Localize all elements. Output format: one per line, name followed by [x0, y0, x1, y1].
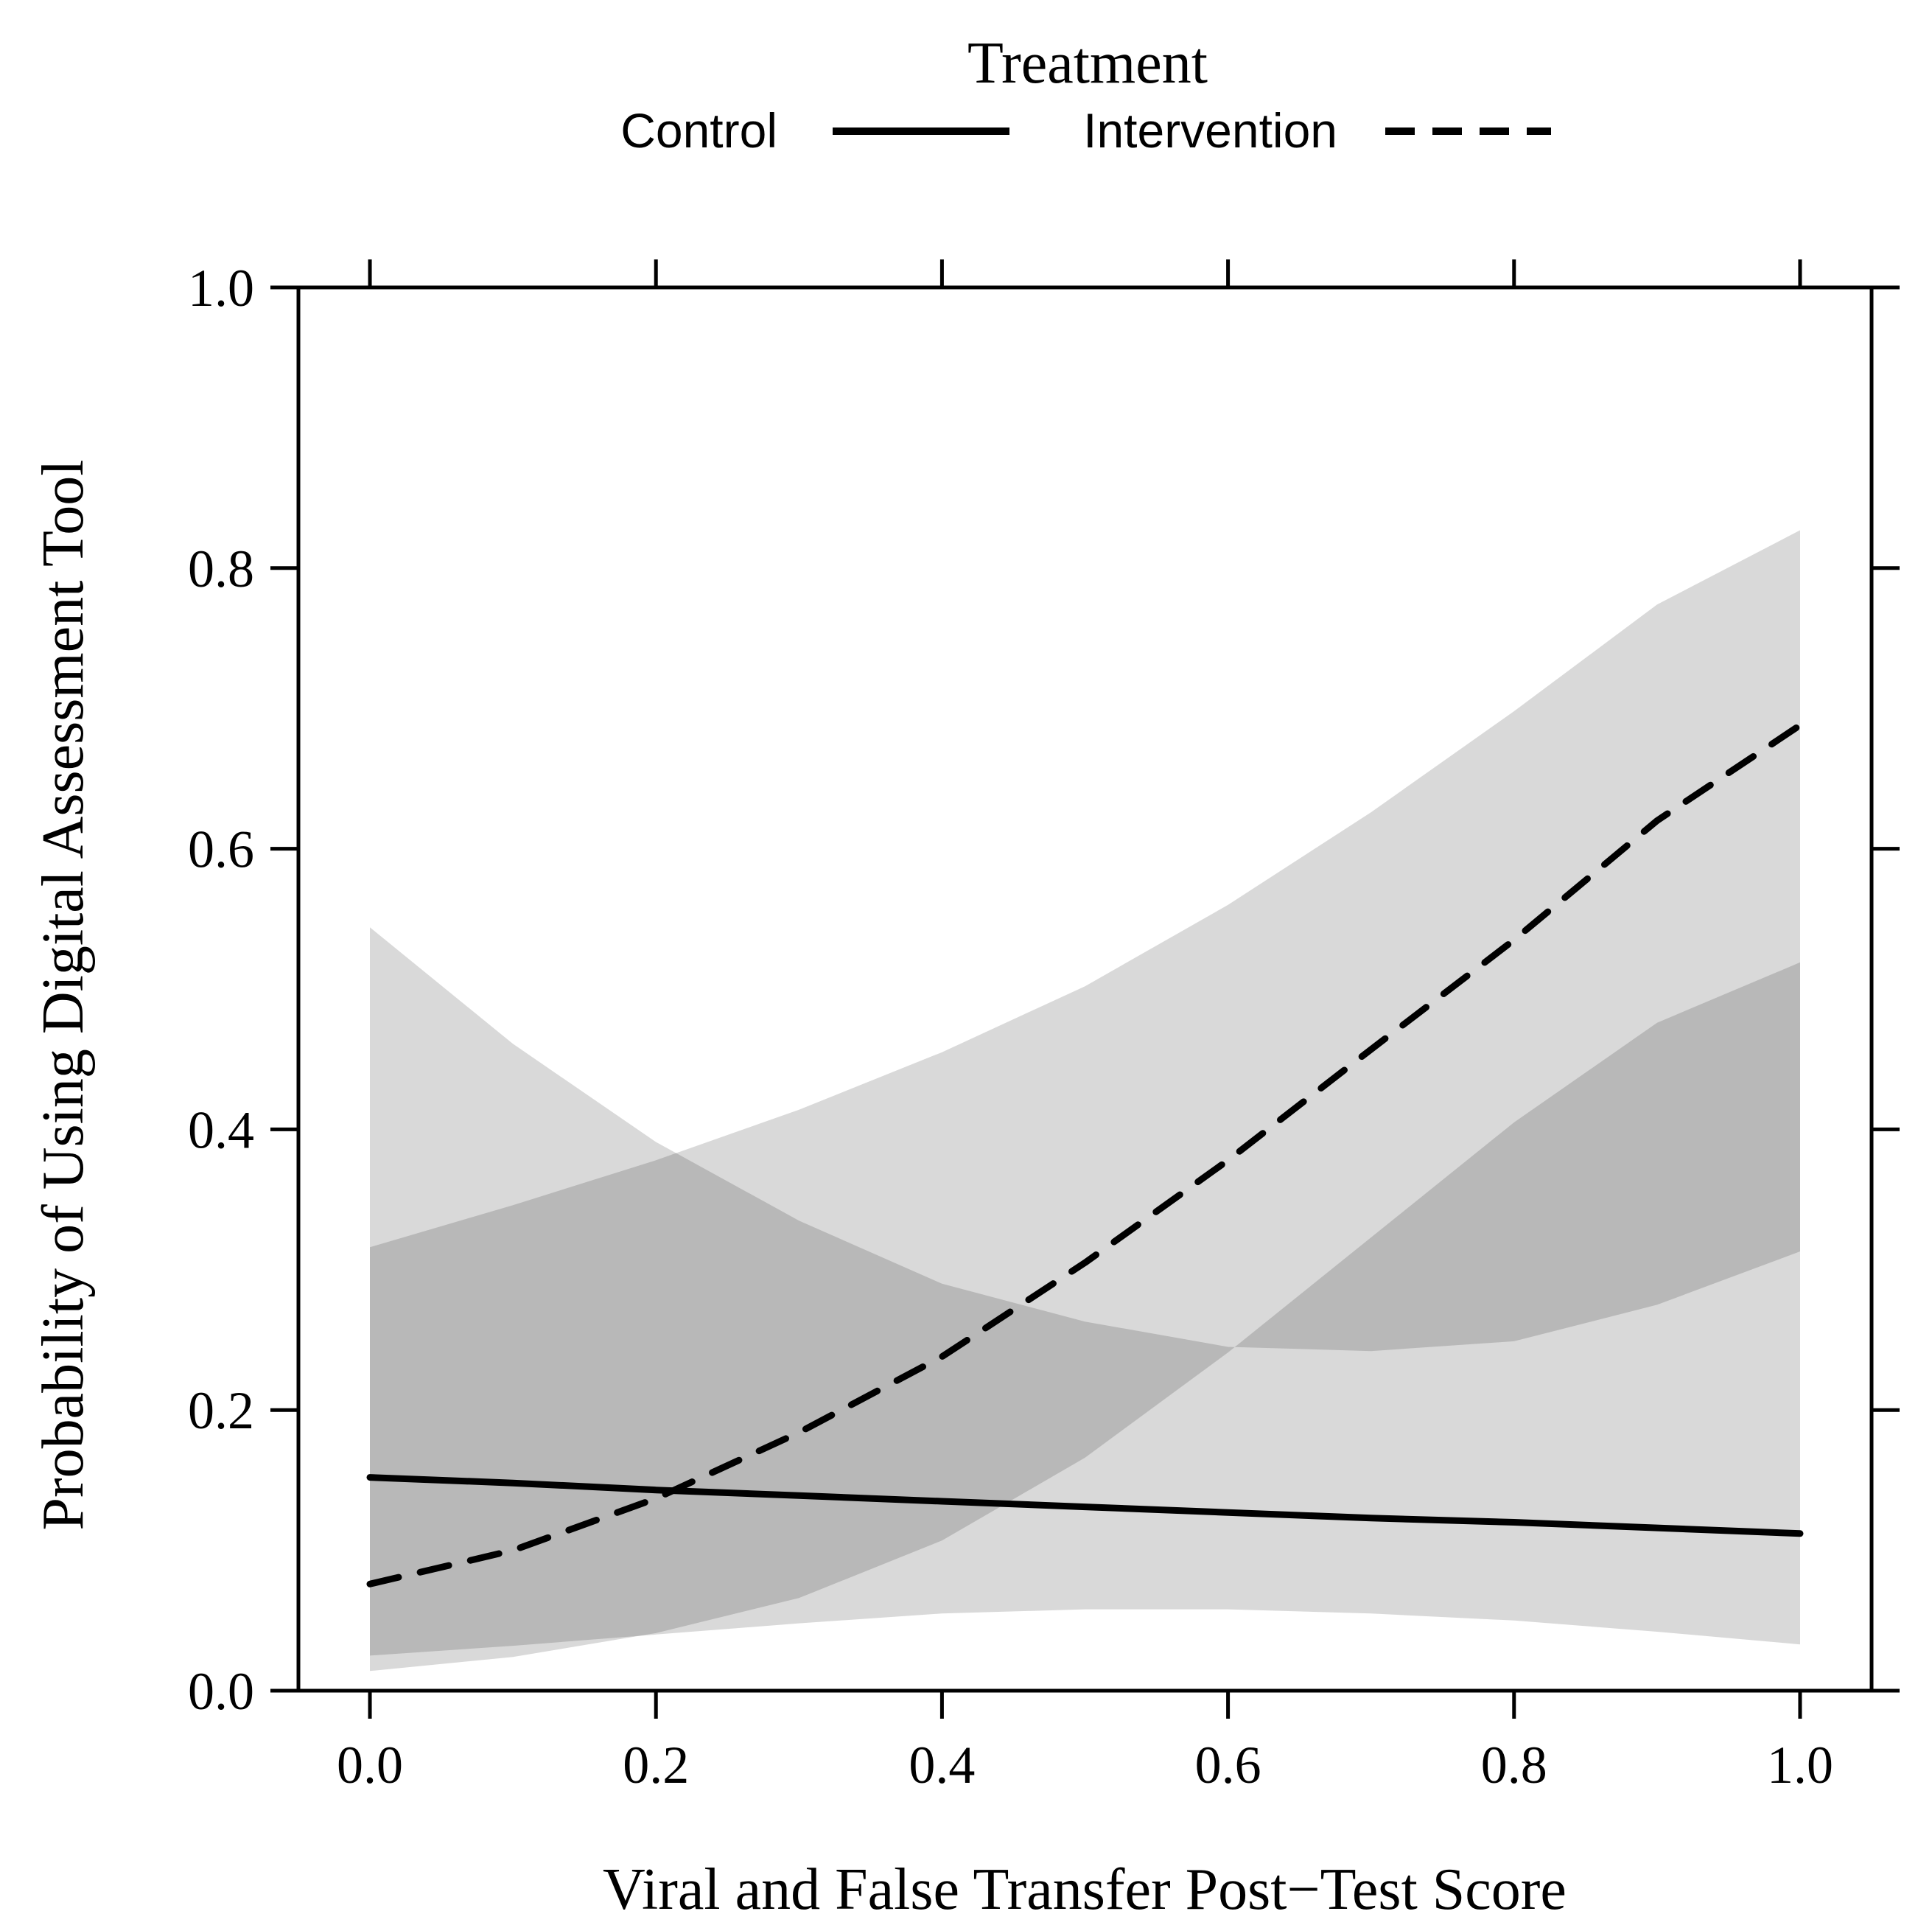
y-tick-label: 0.0 [188, 1662, 254, 1721]
x-tick-label: 0.8 [1481, 1736, 1547, 1795]
series-lines [366, 722, 1804, 1588]
y-axis-label: Probability of Using Digital Assessment … [31, 460, 96, 1531]
x-tick-label: 0.6 [1195, 1736, 1261, 1795]
legend: Treatment Control Intervention [620, 31, 1551, 158]
series-line-control [366, 1474, 1804, 1537]
x-axis: 0.0 0.2 0.4 0.6 0.8 1.0 [337, 259, 1833, 1795]
legend-title: Treatment [967, 31, 1208, 96]
x-tick-label: 0.2 [623, 1736, 689, 1795]
y-tick-label: 0.6 [188, 820, 254, 879]
y-tick-label: 0.2 [188, 1381, 254, 1440]
x-axis-label: Viral and False Transfer Post−Test Score [603, 1857, 1567, 1922]
y-tick-label: 1.0 [188, 259, 254, 318]
x-tick-label: 0.0 [337, 1736, 403, 1795]
y-tick-label: 0.8 [188, 539, 254, 598]
x-tick-label: 1.0 [1767, 1736, 1833, 1795]
plot-frame [296, 285, 1874, 1693]
legend-label-intervention: Intervention [1083, 103, 1337, 158]
ci-band-intervention [370, 927, 1800, 1672]
legend-label-control: Control [620, 103, 777, 158]
x-tick-label: 0.4 [909, 1736, 975, 1795]
ci-band-control [370, 530, 1800, 1656]
confidence-bands [370, 530, 1800, 1672]
y-axis: 0.0 0.2 0.4 0.6 0.8 1.0 [188, 259, 1900, 1721]
y-tick-label: 0.4 [188, 1100, 254, 1159]
series-line-intervention [366, 722, 1804, 1588]
